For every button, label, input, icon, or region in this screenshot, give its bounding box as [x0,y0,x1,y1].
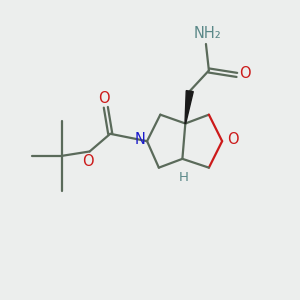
Text: O: O [98,91,110,106]
Polygon shape [185,91,193,124]
Text: N: N [134,132,145,147]
Text: O: O [226,132,238,147]
Text: H: H [179,172,189,184]
Text: O: O [82,154,94,169]
Text: O: O [239,66,251,81]
Text: NH₂: NH₂ [194,26,221,41]
